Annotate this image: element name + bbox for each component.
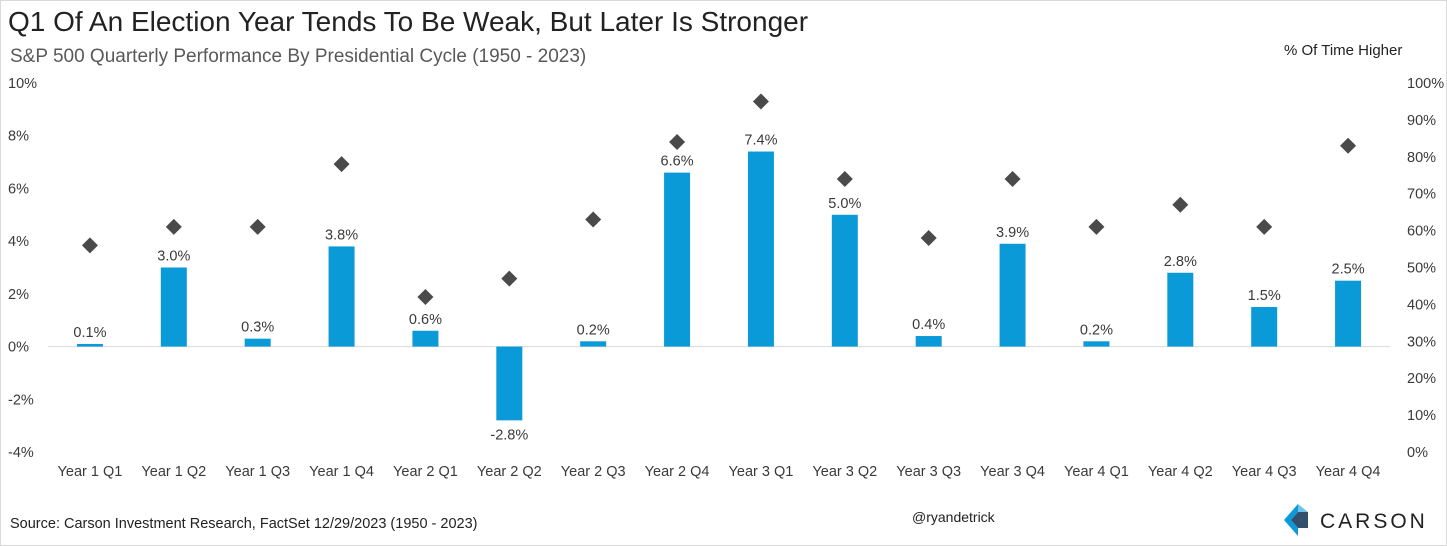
diamond-marker (1004, 170, 1021, 187)
right-axis-tick-label: 0% (1407, 445, 1428, 461)
diamond-marker (333, 156, 350, 173)
bar-data-label: 0.2% (577, 322, 610, 338)
carson-logo-text: CARSON (1320, 510, 1428, 533)
right-axis-tick-label: 70% (1407, 187, 1436, 203)
chart-subtitle: S&P 500 Quarterly Performance By Preside… (10, 46, 587, 67)
left-axis-tick-label: 0% (8, 340, 29, 356)
right-axis-tick-label: 30% (1407, 334, 1436, 350)
right-axis-tick-label: 60% (1407, 224, 1436, 240)
chart-title: Q1 Of An Election Year Tends To Be Weak,… (8, 6, 809, 37)
bar (1083, 341, 1110, 347)
left-axis-tick-label: 4% (8, 234, 29, 250)
diamond-marker (752, 93, 769, 110)
diamond-marker (1088, 218, 1105, 235)
x-axis-tick-label: Year 3 Q2 (812, 464, 877, 480)
bar-series (76, 151, 1362, 421)
right-axis-ticks: 0% 10% 20% 30% 40% 50% 60% 70% 80% 90% 100% (1407, 76, 1444, 461)
diamond-marker (585, 211, 602, 228)
bar (1335, 280, 1362, 347)
x-axis-tick-label: Year 3 Q4 (980, 464, 1045, 480)
right-axis-tick-label: 10% (1407, 408, 1436, 424)
bar-data-label: 0.2% (1080, 322, 1113, 338)
carson-logo: CARSON (1280, 502, 1440, 538)
x-axis-tick-label: Year 2 Q4 (645, 464, 710, 480)
bar-data-label: 0.1% (73, 325, 106, 341)
bar (1251, 307, 1278, 347)
diamond-marker (1172, 196, 1189, 213)
x-axis-tick-label: Year 4 Q3 (1232, 464, 1297, 480)
diamond-marker (81, 237, 98, 254)
bar (747, 151, 774, 347)
right-axis-title: % Of Time Higher (1284, 42, 1403, 59)
diamond-marker (669, 134, 686, 151)
x-axis-tick-label: Year 1 Q4 (309, 464, 374, 480)
bar-data-label: 0.3% (241, 320, 274, 336)
left-axis-tick-label: -2% (8, 392, 34, 408)
right-axis-tick-label: 20% (1407, 371, 1436, 387)
twitter-handle: @ryandetrick (912, 509, 995, 525)
bar-data-label: 0.4% (912, 317, 945, 333)
bar-data-label: 0.6% (409, 312, 442, 328)
diamond-marker (165, 218, 182, 235)
left-axis-tick-label: 2% (8, 287, 29, 303)
diamond-marker (920, 229, 937, 246)
bar (496, 346, 523, 421)
diamond-marker (836, 170, 853, 187)
x-axis-tick-label: Year 4 Q1 (1064, 464, 1129, 480)
bar (160, 267, 187, 347)
bar (412, 330, 439, 347)
x-axis-tick-label: Year 2 Q3 (561, 464, 626, 480)
right-axis-tick-label: 90% (1407, 113, 1436, 129)
bar-data-label: 5.0% (828, 196, 861, 212)
left-axis-tick-label: -4% (8, 445, 34, 461)
bar-data-label: 6.6% (661, 154, 694, 170)
x-axis-tick-label: Year 3 Q3 (896, 464, 961, 480)
bar-data-labels: 0.1% 3.0% 0.3% 3.8% 0.6% -2.8% 0.2% 6.6% 7.4% 5.0… (73, 133, 1364, 444)
x-axis-tick-label: Year 1 Q2 (141, 464, 206, 480)
diamond-marker (501, 270, 518, 287)
x-axis-tick-label: Year 4 Q4 (1316, 464, 1381, 480)
right-axis-tick-label: 40% (1407, 297, 1436, 313)
diamond-marker (1340, 137, 1357, 154)
bar (664, 172, 691, 347)
diamond-series (81, 93, 1357, 306)
right-axis-tick-label: 80% (1407, 150, 1436, 166)
bar (328, 246, 355, 347)
left-axis-tick-label: 10% (8, 76, 37, 92)
bar (999, 243, 1026, 347)
right-axis-tick-label: 50% (1407, 261, 1436, 277)
bar-data-label: 3.0% (157, 249, 190, 265)
bar-data-label: 7.4% (744, 133, 777, 149)
left-axis-tick-label: 6% (8, 181, 29, 197)
bar-data-label: 2.8% (1164, 254, 1197, 270)
left-axis-ticks: -4% -2% 0% 2% 4% 6% 8% 10% (8, 76, 37, 461)
bar-data-label: 1.5% (1248, 288, 1281, 304)
source-note: Source: Carson Investment Research, Fact… (10, 516, 478, 532)
bar (244, 338, 271, 347)
x-axis-tick-label: Year 2 Q2 (477, 464, 542, 480)
right-axis-tick-label: 100% (1407, 76, 1444, 92)
carson-logo-icon (1284, 504, 1308, 536)
bar (831, 214, 858, 347)
x-axis-tick-label: Year 2 Q1 (393, 464, 458, 480)
bar-data-label: -2.8% (490, 427, 528, 443)
bar-data-label: 3.9% (996, 225, 1029, 241)
diamond-marker (417, 289, 434, 306)
x-axis-tick-label: Year 4 Q2 (1148, 464, 1213, 480)
bar-data-label: 3.8% (325, 227, 358, 243)
bar (1167, 272, 1194, 347)
diamond-marker (1256, 218, 1273, 235)
bar (76, 343, 103, 347)
left-axis-tick-label: 8% (8, 129, 29, 145)
x-axis-tick-label: Year 1 Q1 (58, 464, 123, 480)
x-axis-tick-label: Year 1 Q3 (225, 464, 290, 480)
x-axis-labels: Year 1 Q1 Year 1 Q2 Year 1 Q3 Year 1 Q4 Year… (58, 464, 1381, 480)
x-axis-tick-label: Year 3 Q1 (729, 464, 794, 480)
bar (580, 341, 607, 347)
bar-data-label: 2.5% (1332, 262, 1365, 278)
bar (915, 336, 942, 347)
diamond-marker (249, 218, 266, 235)
